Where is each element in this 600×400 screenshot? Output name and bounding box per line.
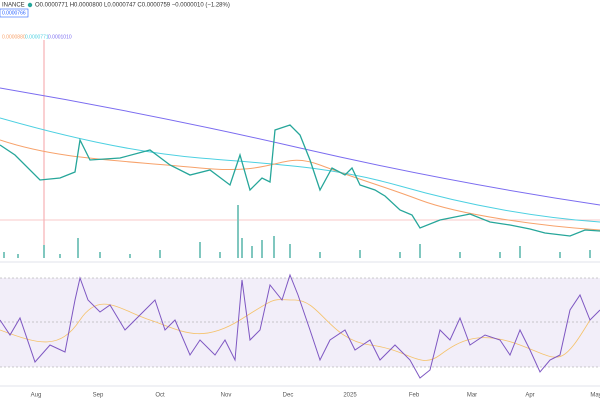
time-label: Feb [409, 393, 420, 399]
time-label: Mar [467, 393, 477, 399]
ma-200 [0, 87, 600, 206]
time-label: Dec [283, 393, 294, 399]
ma-100 [0, 117, 600, 223]
status-dot [27, 2, 33, 8]
ma-label: 0.0001010 [48, 34, 72, 40]
time-label: Nov [221, 393, 232, 399]
time-label: May [590, 393, 600, 399]
rsi-band [0, 278, 600, 367]
price-series [0, 124, 600, 237]
time-label: 2025 [343, 393, 357, 399]
time-axis: Aug Sep Oct Nov Dec 2025 Feb Mar Apr May [31, 393, 600, 399]
ma-labels: 0.0000880 0.0000771 0.0001010 [2, 34, 72, 40]
rsi-line [0, 273, 600, 379]
time-label: Apr [525, 393, 534, 399]
time-label: Sep [93, 393, 104, 399]
time-label: Oct [155, 393, 165, 399]
volume-bars [3, 205, 591, 258]
ma-50 [0, 139, 600, 231]
ma-label: 0.0000771 [25, 34, 49, 40]
ma-label: 0.0000880 [2, 34, 26, 40]
price-badge-box [0, 8, 29, 18]
price-badge: 0.0000766 [2, 10, 26, 16]
time-label: Aug [31, 393, 42, 399]
exchange-label: INANCE [2, 3, 25, 9]
ohlc-values: O0.0000771 H0.0000800 L0.0000747 C0.0000… [35, 3, 230, 9]
